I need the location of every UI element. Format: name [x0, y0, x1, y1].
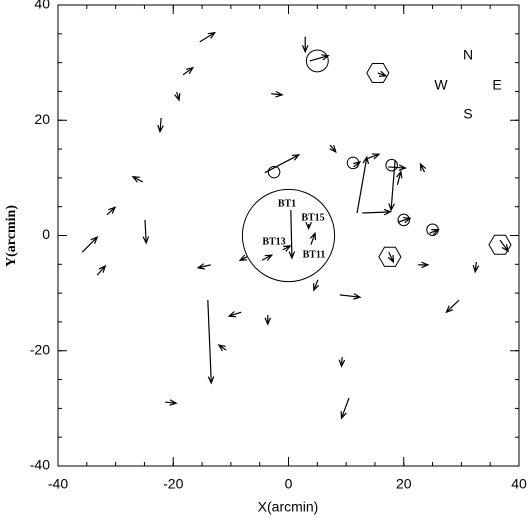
vector-arrow: [196, 263, 211, 270]
vector-arrow: [499, 239, 509, 253]
vector-arrow: [182, 66, 195, 76]
hexagon-marker: [488, 234, 512, 255]
vector-arrow: [419, 162, 427, 173]
hexagon-marker: [366, 62, 390, 84]
vector-arrow: [445, 299, 460, 314]
vector-arrow: [238, 254, 248, 261]
vector-arrow: [472, 261, 480, 274]
vector-arrow: [313, 279, 320, 292]
vector-arrow: [142, 219, 150, 245]
vector-arrow: [264, 154, 301, 174]
y-tick-label: -20: [30, 341, 50, 357]
annotation: BT15: [301, 212, 324, 223]
annotation: BT1: [278, 198, 296, 209]
vector-arrow: [387, 251, 395, 264]
vector-arrow: [261, 254, 274, 261]
vector-arrow: [397, 217, 412, 224]
circle-marker: [267, 165, 281, 179]
x-tick-label: -20: [163, 476, 183, 492]
annotation: BT13: [262, 236, 285, 247]
x-tick-label: 20: [396, 476, 412, 492]
vector-arrow: [388, 159, 396, 212]
vector-arrow: [282, 245, 292, 252]
vector-arrow: [396, 170, 403, 185]
compass-label: W: [434, 77, 448, 93]
vector-arrow: [362, 208, 393, 216]
circle-marker: [241, 188, 336, 283]
vector-arrow: [106, 206, 117, 216]
y-tick-label: 40: [34, 0, 50, 12]
vector-arrow: [199, 31, 217, 43]
vector-arrow: [356, 155, 370, 214]
vector-arrow: [339, 293, 362, 300]
vector-arrow: [81, 236, 99, 253]
vector-arrow: [418, 261, 430, 269]
vector-arrow: [165, 399, 178, 406]
circle-marker: [385, 158, 398, 172]
y-tick-label: 0: [42, 226, 50, 242]
vector-arrow: [309, 54, 330, 62]
circle-marker: [426, 223, 439, 237]
hexagon-marker: [378, 246, 402, 267]
x-axis-label: X(arcmin): [258, 499, 319, 515]
vector-arrow: [96, 264, 107, 276]
y-axis-label: Y(arcmin): [4, 205, 19, 267]
compass-label: E: [492, 77, 501, 93]
circle-marker: [346, 156, 360, 170]
vector-arrow: [309, 231, 317, 245]
vector-arrow: [338, 357, 346, 368]
vector-arrow: [340, 397, 350, 420]
vector-arrow: [271, 90, 284, 98]
vector-arrow: [217, 344, 227, 352]
annotation: BT11: [303, 249, 326, 260]
x-tick-label: -40: [48, 476, 68, 492]
vector-arrow: [377, 70, 388, 77]
vector-arrow: [305, 221, 312, 231]
vector-arrow: [301, 36, 309, 54]
plot-frame: [57, 4, 520, 467]
vector-arrow: [157, 117, 164, 134]
vector-arrow: [288, 210, 296, 260]
vector-arrow: [367, 153, 381, 160]
x-tick-label: 0: [285, 476, 293, 492]
y-tick-label: 20: [34, 111, 50, 127]
compass-label: S: [463, 106, 472, 122]
vector-arrow: [174, 91, 181, 102]
compass-label: N: [463, 47, 473, 63]
vector-arrow: [264, 315, 272, 326]
vector-arrow: [207, 300, 215, 385]
vector-arrow: [329, 144, 337, 154]
circle-marker: [305, 49, 329, 73]
y-tick-label: -40: [30, 457, 50, 473]
circle-marker: [397, 213, 411, 227]
x-tick-label: 40: [511, 476, 527, 492]
vector-arrow: [131, 176, 143, 183]
vector-arrow: [227, 311, 242, 318]
